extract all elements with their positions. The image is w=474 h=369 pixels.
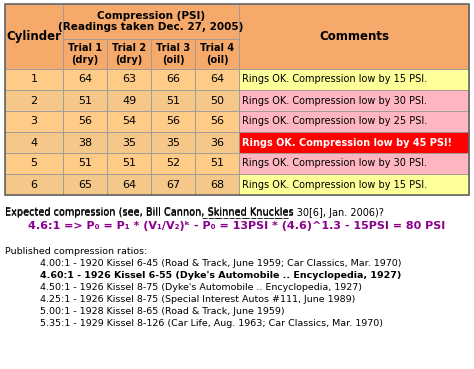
Bar <box>151 39 195 69</box>
Text: 51: 51 <box>166 96 180 106</box>
Bar <box>107 153 151 174</box>
Bar <box>107 90 151 111</box>
Text: 3: 3 <box>30 117 37 127</box>
Text: 50: 50 <box>210 96 224 106</box>
Text: 1: 1 <box>30 75 37 85</box>
Text: Rings OK. Compression low by 30 PSI.: Rings OK. Compression low by 30 PSI. <box>242 96 428 106</box>
Bar <box>63 69 107 90</box>
Text: 6: 6 <box>30 179 37 190</box>
Text: Rings OK. Compression low by 15 PSI.: Rings OK. Compression low by 15 PSI. <box>242 179 428 190</box>
Text: 51: 51 <box>122 159 136 169</box>
Bar <box>5 111 63 132</box>
Bar <box>63 111 107 132</box>
Bar <box>5 4 63 69</box>
Text: Trial 2
(dry): Trial 2 (dry) <box>112 43 146 65</box>
Bar <box>239 174 469 195</box>
Text: 63: 63 <box>122 75 136 85</box>
Text: 65: 65 <box>78 179 92 190</box>
Bar <box>195 111 239 132</box>
Text: Trial 1
(dry): Trial 1 (dry) <box>68 43 102 65</box>
Text: 64: 64 <box>210 75 224 85</box>
Bar <box>151 132 195 153</box>
Text: 4.25:1 - 1926 Kissel 8-75 (Special Interest Autos #111, June 1989): 4.25:1 - 1926 Kissel 8-75 (Special Inter… <box>40 295 356 304</box>
Text: 56: 56 <box>166 117 180 127</box>
Text: 35: 35 <box>166 138 180 148</box>
Text: 4.60:1 - 1926 Kissel 6-55 (Dyke's Automobile .. Encyclopedia, 1927): 4.60:1 - 1926 Kissel 6-55 (Dyke's Automo… <box>40 271 401 280</box>
Bar <box>5 174 63 195</box>
Text: Expected compression (see, Bill Cannon, Skinned Knuckles: Expected compression (see, Bill Cannon, … <box>5 207 297 217</box>
Bar <box>63 90 107 111</box>
Bar <box>107 39 151 69</box>
Bar <box>5 69 63 90</box>
Text: 4.6:1 => P₀ = P₁ * (V₁/V₂)ᵏ - P₀ = 13PSI * (4.6)^1.3 - 15PSI = 80 PSI: 4.6:1 => P₀ = P₁ * (V₁/V₂)ᵏ - P₀ = 13PSI… <box>28 221 446 231</box>
Bar <box>195 39 239 69</box>
Bar <box>5 153 63 174</box>
Text: 68: 68 <box>210 179 224 190</box>
Text: 4: 4 <box>30 138 37 148</box>
Text: Rings OK. Compression low by 45 PSI!: Rings OK. Compression low by 45 PSI! <box>242 138 452 148</box>
Bar <box>5 132 63 153</box>
Bar <box>107 69 151 90</box>
Text: 2: 2 <box>30 96 37 106</box>
Text: 38: 38 <box>78 138 92 148</box>
Text: 5.35:1 - 1929 Kissel 8-126 (Car Life, Aug. 1963; Car Classics, Mar. 1970): 5.35:1 - 1929 Kissel 8-126 (Car Life, Au… <box>40 319 383 328</box>
Bar <box>151 111 195 132</box>
Bar <box>195 132 239 153</box>
Bar <box>239 132 469 153</box>
Bar <box>63 174 107 195</box>
Text: Expected compression (see, Bill Cannon, ̲S̲k̲i̲n̲n̲e̲d̲ ̲K̲n̲u̲c̲k̲l̲e̲s 30[6], : Expected compression (see, Bill Cannon, … <box>5 207 384 218</box>
Bar <box>107 132 151 153</box>
Text: Cylinder: Cylinder <box>7 30 62 43</box>
Text: 5.00:1 - 1928 Kissel 8-65 (Road & Track, June 1959): 5.00:1 - 1928 Kissel 8-65 (Road & Track,… <box>40 307 284 316</box>
Text: 36: 36 <box>210 138 224 148</box>
Text: Trial 3
(oil): Trial 3 (oil) <box>156 43 190 65</box>
Bar <box>151 153 195 174</box>
Text: Published compression ratios:: Published compression ratios: <box>5 247 147 256</box>
Bar <box>151 90 195 111</box>
Bar <box>151 69 195 90</box>
Bar <box>239 90 469 111</box>
Text: 64: 64 <box>78 75 92 85</box>
Text: 35: 35 <box>122 138 136 148</box>
Bar <box>63 4 239 39</box>
Bar <box>195 69 239 90</box>
Bar <box>107 174 151 195</box>
Text: 5: 5 <box>30 159 37 169</box>
Text: 52: 52 <box>166 159 180 169</box>
Text: Comments: Comments <box>319 30 389 43</box>
Bar <box>239 111 469 132</box>
Text: 64: 64 <box>122 179 136 190</box>
Text: Rings OK. Compression low by 15 PSI.: Rings OK. Compression low by 15 PSI. <box>242 75 428 85</box>
Text: 51: 51 <box>78 96 92 106</box>
Text: 66: 66 <box>166 75 180 85</box>
Bar <box>195 153 239 174</box>
Text: 67: 67 <box>166 179 180 190</box>
Text: Rings OK. Compression low by 25 PSI.: Rings OK. Compression low by 25 PSI. <box>242 117 428 127</box>
Bar <box>63 132 107 153</box>
Bar <box>151 174 195 195</box>
Text: Rings OK. Compression low by 30 PSI.: Rings OK. Compression low by 30 PSI. <box>242 159 428 169</box>
Bar <box>195 90 239 111</box>
Text: Trial 4
(oil): Trial 4 (oil) <box>200 43 234 65</box>
Bar <box>239 69 469 90</box>
Text: Compression (PSI)
(Readings taken Dec. 27, 2005): Compression (PSI) (Readings taken Dec. 2… <box>58 11 244 32</box>
Bar <box>5 4 469 195</box>
Bar <box>5 90 63 111</box>
Text: 49: 49 <box>122 96 136 106</box>
Text: 56: 56 <box>78 117 92 127</box>
Text: 4.00:1 - 1920 Kissel 6-45 (Road & Track, June 1959; Car Classics, Mar. 1970): 4.00:1 - 1920 Kissel 6-45 (Road & Track,… <box>40 259 401 268</box>
Bar <box>63 153 107 174</box>
Bar <box>195 174 239 195</box>
Text: 56: 56 <box>210 117 224 127</box>
Text: 51: 51 <box>210 159 224 169</box>
Bar <box>239 153 469 174</box>
Bar <box>107 111 151 132</box>
Text: 4.50:1 - 1926 Kissel 8-75 (Dyke's Automobile .. Encyclopedia, 1927): 4.50:1 - 1926 Kissel 8-75 (Dyke's Automo… <box>40 283 362 292</box>
Text: 54: 54 <box>122 117 136 127</box>
Bar <box>239 4 469 69</box>
Text: 51: 51 <box>78 159 92 169</box>
Bar <box>63 39 107 69</box>
